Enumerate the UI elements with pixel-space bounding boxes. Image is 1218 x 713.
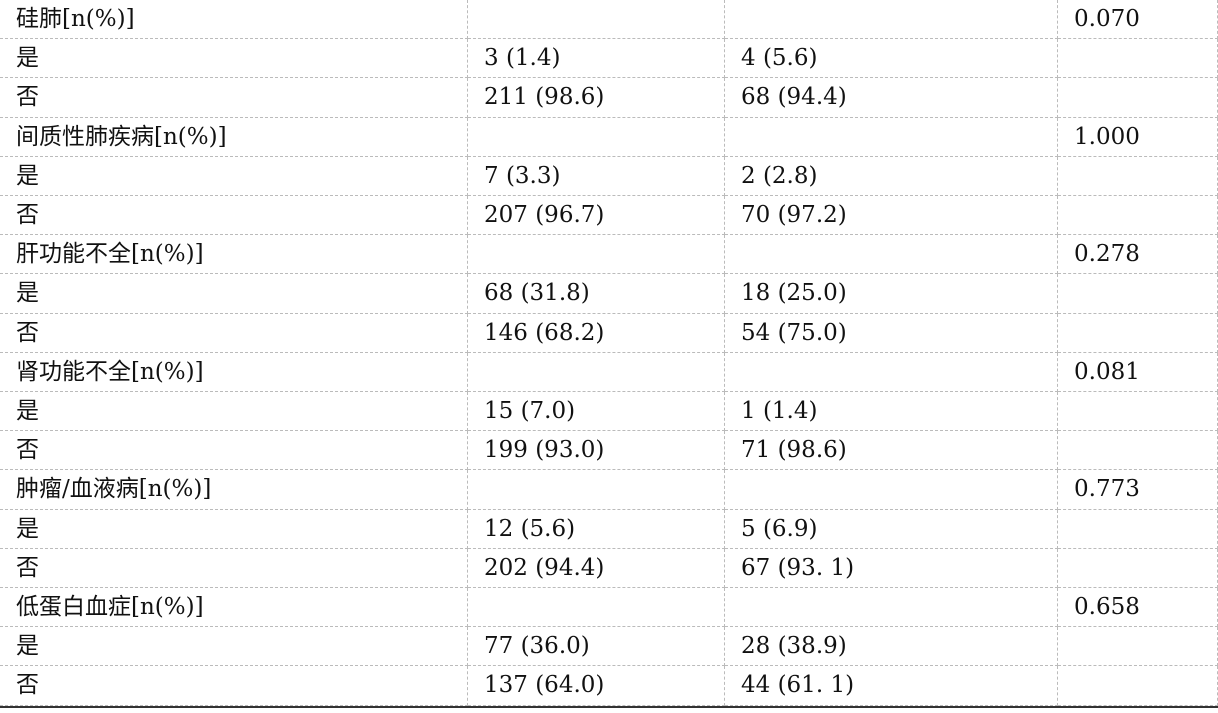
- table-cell: 0.658: [1058, 588, 1218, 628]
- table-cell: 54 (75.0): [725, 313, 1058, 353]
- table-cell: 4 (5.6): [725, 39, 1058, 79]
- table-cell: 肝功能不全[n(%)]: [0, 235, 468, 275]
- table-cell: [1058, 666, 1218, 706]
- table-cell: 肾功能不全[n(%)]: [0, 352, 468, 392]
- table-cell: 12 (5.6): [468, 509, 725, 549]
- table-bottom-rule: [0, 705, 1218, 708]
- table-cell: [1058, 392, 1218, 432]
- table-cell: 否: [0, 196, 468, 236]
- table-cell: 18 (25.0): [725, 274, 1058, 314]
- table-cell: 44 (61. 1): [725, 666, 1058, 706]
- table-cell: 211 (98.6): [468, 78, 725, 118]
- table-cell: 是: [0, 627, 468, 667]
- table-cell: [1058, 274, 1218, 314]
- table-cell: [725, 352, 1058, 392]
- table-cell: [725, 235, 1058, 275]
- table-cell: 71 (98.6): [725, 431, 1058, 471]
- table-cell: [1058, 196, 1218, 236]
- table-cell: 77 (36.0): [468, 627, 725, 667]
- table-cell: 3 (1.4): [468, 39, 725, 79]
- table-cell: [1058, 509, 1218, 549]
- table-cell: 0.278: [1058, 235, 1218, 275]
- table-cell: 1 (1.4): [725, 392, 1058, 432]
- table-cell: 28 (38.9): [725, 627, 1058, 667]
- table-cell: 否: [0, 78, 468, 118]
- table-cell: 0.070: [1058, 0, 1218, 40]
- table-cell: [468, 0, 725, 40]
- table-cell: [725, 470, 1058, 510]
- table-cell: [1058, 313, 1218, 353]
- table-cell: [468, 235, 725, 275]
- table-cell: [468, 117, 725, 157]
- table-cell: 202 (94.4): [468, 548, 725, 588]
- table-cell: 68 (31.8): [468, 274, 725, 314]
- table-cell: 67 (93. 1): [725, 548, 1058, 588]
- table-cell: [1058, 431, 1218, 471]
- table-cell: 是: [0, 156, 468, 196]
- table-cell: 5 (6.9): [725, 509, 1058, 549]
- table-cell: [1058, 627, 1218, 667]
- table-cell: [1058, 548, 1218, 588]
- table-cell: [725, 117, 1058, 157]
- table-cell: 68 (94.4): [725, 78, 1058, 118]
- table-cell: 70 (97.2): [725, 196, 1058, 236]
- table-cell: [1058, 156, 1218, 196]
- table-cell: [1058, 39, 1218, 79]
- table-cell: 是: [0, 39, 468, 79]
- table-cell: [725, 588, 1058, 628]
- table-cell: 2 (2.8): [725, 156, 1058, 196]
- table-cell: 否: [0, 666, 468, 706]
- table-cell: [1058, 78, 1218, 118]
- table-cell: 否: [0, 431, 468, 471]
- table-cell: 137 (64.0): [468, 666, 725, 706]
- table-cell: 0.773: [1058, 470, 1218, 510]
- table-cell: [468, 352, 725, 392]
- table-cell: 硅肺[n(%)]: [0, 0, 468, 40]
- table-cell: 肿瘤/血液病[n(%)]: [0, 470, 468, 510]
- table-cell: 7 (3.3): [468, 156, 725, 196]
- table-cell: 1.000: [1058, 117, 1218, 157]
- table-cell: 是: [0, 392, 468, 432]
- table-cell: 是: [0, 274, 468, 314]
- table-cell: [725, 0, 1058, 40]
- table-cell: 低蛋白血症[n(%)]: [0, 588, 468, 628]
- table-cell: 0.081: [1058, 352, 1218, 392]
- table-cell: 否: [0, 313, 468, 353]
- table-cell: 199 (93.0): [468, 431, 725, 471]
- table-cell: 15 (7.0): [468, 392, 725, 432]
- table-cell: 是: [0, 509, 468, 549]
- table-cell: 146 (68.2): [468, 313, 725, 353]
- table-cell: 否: [0, 548, 468, 588]
- table-cell: 间质性肺疾病[n(%)]: [0, 117, 468, 157]
- table-cell: 207 (96.7): [468, 196, 725, 236]
- table-cell: [468, 588, 725, 628]
- table-cell: [468, 470, 725, 510]
